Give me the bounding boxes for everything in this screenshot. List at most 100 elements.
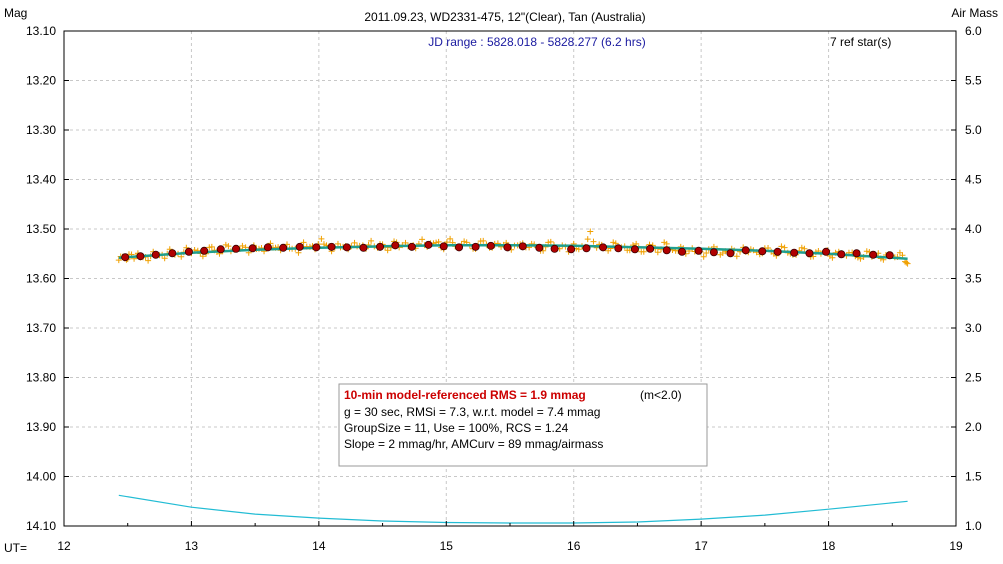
- binned-point: [455, 243, 464, 252]
- y-tick-label-14.10: 14.10: [26, 519, 56, 533]
- y-tick-label-13.20: 13.20: [26, 74, 56, 88]
- raw-point: [575, 246, 582, 253]
- x-tick-label-18: 18: [822, 539, 836, 553]
- binned-point: [327, 242, 336, 251]
- raw-point: [300, 239, 307, 246]
- raw-point: [801, 245, 808, 252]
- binned-point: [359, 243, 368, 252]
- raw-point: [587, 228, 594, 235]
- raw-point: [115, 257, 122, 264]
- binned-point: [599, 243, 608, 252]
- binned-point: [376, 242, 385, 251]
- info-line-4: Slope = 2 mmag/hr, AMCurv = 89 mmag/airm…: [344, 437, 603, 451]
- raw-point: [781, 244, 788, 251]
- airmass-line: [118, 494, 908, 524]
- raw-point: [295, 249, 302, 256]
- binned-point: [407, 242, 416, 251]
- left-axis-title: Mag: [4, 6, 27, 20]
- raw-point: [778, 243, 785, 250]
- raw-point: [863, 248, 870, 255]
- binned-point: [852, 249, 861, 258]
- binned-point: [486, 241, 495, 250]
- binned-point: [869, 250, 878, 259]
- rms-suffix: (m<2.0): [640, 388, 682, 402]
- y2-tick-label-4.5: 4.5: [965, 173, 982, 187]
- binned-point: [136, 252, 145, 261]
- raw-point: [334, 240, 341, 247]
- raw-point: [610, 239, 617, 246]
- raw-point: [461, 238, 468, 245]
- info-box: 10-min model-referenced RMS = 1.9 mmag (…: [338, 383, 708, 467]
- y2-tick-label-1.5: 1.5: [965, 470, 982, 484]
- binned-point: [200, 246, 209, 255]
- binned-point: [342, 243, 351, 252]
- binned-point: [248, 244, 257, 253]
- raw-point: [477, 238, 484, 245]
- binned-point: [741, 246, 750, 255]
- binned-point: [822, 247, 831, 256]
- binned-point: [773, 247, 782, 256]
- binned-point: [279, 243, 288, 252]
- binned-point: [709, 248, 718, 257]
- x-tick-label-19: 19: [949, 539, 963, 553]
- binned-point: [790, 248, 799, 257]
- binned-point: [646, 244, 655, 253]
- y-tick-label-13.30: 13.30: [26, 123, 56, 137]
- binned-point: [805, 249, 814, 258]
- x-tick-label-14: 14: [312, 539, 326, 553]
- right-axis-title: Air Mass: [951, 6, 998, 20]
- raw-point: [798, 244, 805, 251]
- raw-point: [222, 241, 229, 248]
- binned-point: [550, 244, 559, 253]
- rms-line: 10-min model-referenced RMS = 1.9 mmag: [344, 388, 586, 402]
- y-tick-label-13.80: 13.80: [26, 371, 56, 385]
- raw-point: [661, 239, 668, 246]
- binned-point: [837, 250, 846, 259]
- y2-tick-label-2.0: 2.0: [965, 420, 982, 434]
- binned-point: [391, 241, 400, 250]
- binned-point: [168, 249, 177, 258]
- binned-point: [439, 242, 448, 251]
- raw-point: [590, 238, 597, 245]
- binned-point: [216, 245, 225, 254]
- raw-point: [225, 243, 232, 250]
- y2-tick-label-5.0: 5.0: [965, 123, 982, 137]
- binned-point: [885, 251, 894, 260]
- y-tick-label-13.90: 13.90: [26, 420, 56, 434]
- x-tick-label-15: 15: [440, 539, 454, 553]
- x-axis-prefix: UT=: [4, 541, 27, 555]
- binned-point: [662, 246, 671, 255]
- y-tick-label-14.00: 14.00: [26, 470, 56, 484]
- y2-tick-label-6.0: 6.0: [965, 24, 982, 38]
- binned-point: [614, 244, 623, 253]
- raw-point: [654, 249, 661, 256]
- x-tick-label-12: 12: [57, 539, 71, 553]
- binned-point: [232, 244, 241, 253]
- binned-point: [503, 243, 512, 252]
- binned-point: [726, 249, 735, 258]
- raw-point: [663, 240, 670, 247]
- binned-point: [678, 247, 687, 256]
- x-tick-label-13: 13: [185, 539, 199, 553]
- raw-point: [208, 243, 215, 250]
- y2-tick-label-3.0: 3.0: [965, 321, 982, 335]
- airmass-curve: [118, 494, 908, 524]
- raw-point: [384, 247, 391, 254]
- binned-point: [535, 243, 544, 252]
- info-line-3: GroupSize = 11, Use = 100%, RCS = 1.24: [344, 421, 569, 435]
- binned-point: [630, 245, 639, 254]
- y-tick-label-13.70: 13.70: [26, 321, 56, 335]
- raw-point: [318, 235, 325, 242]
- y-tick-label-13.50: 13.50: [26, 222, 56, 236]
- raw-point: [351, 239, 358, 246]
- y2-tick-label-4.0: 4.0: [965, 222, 982, 236]
- binned-point: [184, 247, 193, 256]
- y-tick-label-13.60: 13.60: [26, 272, 56, 286]
- raw-point: [703, 250, 710, 257]
- x-tick-label-16: 16: [567, 539, 581, 553]
- ref-star-count: 7 ref star(s): [830, 35, 891, 49]
- raw-point: [320, 241, 327, 248]
- binned-point: [567, 245, 576, 254]
- raw-point: [904, 260, 911, 267]
